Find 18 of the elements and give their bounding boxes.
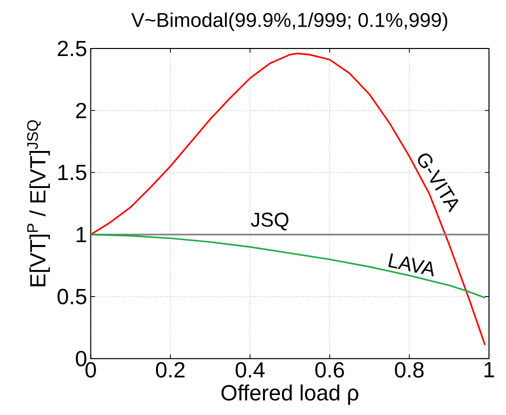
x-tick-label: 0.8 [394, 362, 424, 378]
x-tick-label: 0.4 [236, 362, 265, 378]
y-tick-label: 2.5 [58, 40, 86, 56]
chart-title: V~Bimodal(99.9%,1/999; 0.1%,999) [131, 12, 448, 31]
x-axis-title: Offered load ρ [221, 384, 358, 405]
y-axis-title: E[VT]$^{P}$ / E[VT]$^{JSQ}$ [27, 120, 50, 286]
x-tick-label: 0.2 [156, 362, 185, 378]
series-label: JSQ [250, 212, 288, 230]
line-series [90, 52, 486, 346]
y-tick-label: 0.5 [58, 288, 86, 304]
y-tick-label: 1 [76, 226, 86, 242]
text: LAVA [388, 253, 434, 276]
x-tick-label: 1 [484, 362, 494, 378]
x-tick-label: 0.6 [315, 362, 344, 378]
y-tick-label: 1.5 [58, 164, 86, 180]
y-tick-label: 2 [76, 102, 86, 118]
line-series [90, 234, 486, 298]
y-tick-label: 0 [76, 350, 86, 366]
